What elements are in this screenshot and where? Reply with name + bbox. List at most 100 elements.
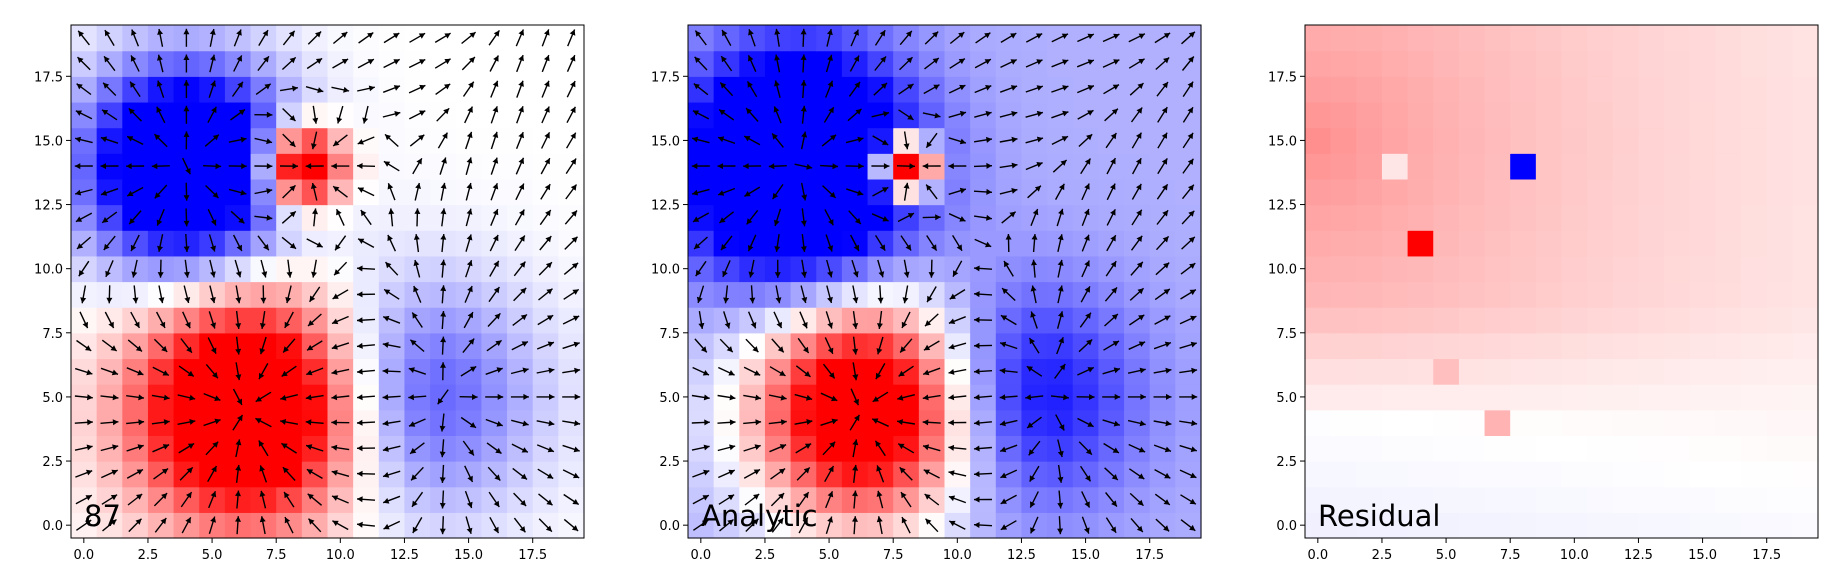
quiver-arrow <box>382 470 401 478</box>
heatmap-cell <box>1381 307 1409 334</box>
quiver-arrow <box>102 518 117 532</box>
quiver-arrow <box>306 57 323 70</box>
quiver-arrow <box>717 444 736 452</box>
heatmap-cell <box>1381 127 1409 154</box>
quiver-arrow <box>488 286 500 303</box>
heatmap-cell <box>1638 307 1665 334</box>
quiver-arrow <box>332 58 349 69</box>
quiver-arrow <box>126 367 144 376</box>
quiver-arrow <box>306 238 324 248</box>
heatmap-cell <box>1715 307 1742 334</box>
heatmap-cell <box>1715 512 1742 539</box>
quiver-arrow <box>382 495 401 504</box>
quiver-arrow <box>1129 82 1144 96</box>
heatmap-cell <box>1381 50 1409 77</box>
quiver-arrow <box>798 516 809 534</box>
heatmap-cell <box>1484 384 1511 411</box>
quiver-arrow <box>1179 341 1198 349</box>
heatmap-cell <box>1381 76 1409 103</box>
heatmap-cell <box>1535 178 1563 206</box>
quiver-arrow <box>205 363 219 379</box>
quiver-arrow <box>229 108 246 121</box>
quiver-arrow <box>151 163 170 170</box>
quiver-arrow <box>948 163 967 170</box>
quiver-arrow <box>922 367 941 376</box>
quiver-arrow <box>235 490 241 509</box>
quiver-arrow <box>488 491 500 508</box>
quiver-arrow <box>1050 394 1069 401</box>
quiver-arrow <box>462 81 475 97</box>
quiver-arrow <box>949 289 966 300</box>
x-tick-label: 5.0 <box>819 548 840 563</box>
quiver-arrow <box>485 418 503 427</box>
quiver-arrow <box>409 442 425 455</box>
quiver-arrow <box>928 259 935 278</box>
heatmap-cell <box>1664 486 1691 513</box>
quiver-arrow <box>1104 313 1119 327</box>
quiver-arrow <box>896 163 916 170</box>
heatmap-cell <box>1330 384 1357 411</box>
quiver-arrow <box>1030 311 1038 329</box>
heatmap-cell <box>1510 435 1537 462</box>
quiver-arrow <box>382 445 401 452</box>
quiver-arrow <box>156 106 166 124</box>
heatmap-cell <box>1407 153 1434 180</box>
heatmap-cell <box>1664 461 1691 488</box>
quiver-arrow <box>999 419 1018 427</box>
quiver-arrow <box>101 339 118 352</box>
heatmap-cell <box>1638 332 1665 360</box>
quiver-arrow <box>536 367 555 374</box>
heatmap-cell <box>1535 255 1563 283</box>
quiver-arrow <box>536 393 555 400</box>
heatmap-cell <box>1587 255 1614 283</box>
quiver-arrow <box>745 107 759 122</box>
quiver-arrow <box>903 182 910 201</box>
quiver-arrow <box>852 336 859 355</box>
quiver-arrow <box>409 134 425 147</box>
heatmap-cell <box>1561 101 1588 129</box>
quiver-arrow <box>771 517 784 533</box>
heatmap-cell <box>1638 153 1665 180</box>
heatmap-cell <box>1689 153 1716 180</box>
heatmap-cell <box>1305 435 1332 462</box>
heatmap-cell <box>1664 255 1691 283</box>
quiver-arrow <box>180 491 193 508</box>
quiver-arrow <box>437 132 449 149</box>
quiver-arrow <box>153 338 168 353</box>
quiver-arrow <box>563 262 579 275</box>
quiver-arrow <box>465 259 473 278</box>
quiver-arrow <box>1080 465 1092 482</box>
y-tick-label: 12.5 <box>651 199 680 214</box>
heatmap-panel-3: 0.0 2.5 5.0 7.5 10.0 12.5 15.0 17.5 0.0 2.5 5.0 7.5… <box>1268 24 1819 563</box>
heatmap-cell <box>1484 358 1511 385</box>
quiver-arrow <box>536 420 555 427</box>
quiver-arrow <box>103 55 116 72</box>
y-tick-label: 7.5 <box>659 327 680 342</box>
heatmap-cell <box>1664 178 1691 206</box>
quiver-arrow <box>132 285 139 304</box>
quiver-arrow <box>435 83 451 95</box>
heatmap-cell <box>1664 435 1691 462</box>
quiver-arrow <box>540 131 551 149</box>
quiver-arrow <box>922 444 941 452</box>
quiver-arrow <box>180 338 193 354</box>
quiver-arrow <box>973 522 993 528</box>
heatmap-cell <box>1741 255 1768 283</box>
heatmap-cell <box>1356 50 1383 77</box>
quiver-arrow <box>852 311 859 329</box>
quiver-arrow <box>693 236 708 250</box>
x-tick-label: 17.5 <box>518 548 547 563</box>
quiver-arrow <box>282 30 296 46</box>
quiver-arrow <box>183 285 191 304</box>
heatmap-cell <box>1510 384 1537 411</box>
quiver-arrow <box>800 54 807 73</box>
quiver-arrow <box>74 367 93 376</box>
quiver-arrow <box>334 235 347 251</box>
quiver-arrow <box>411 312 423 328</box>
heatmap-cell <box>1381 486 1409 513</box>
quiver-arrow <box>408 110 426 120</box>
quiver-arrow <box>974 238 992 248</box>
quiver-arrow <box>999 341 1018 350</box>
heatmap-cell <box>1356 486 1383 513</box>
quiver-arrow <box>440 208 447 227</box>
